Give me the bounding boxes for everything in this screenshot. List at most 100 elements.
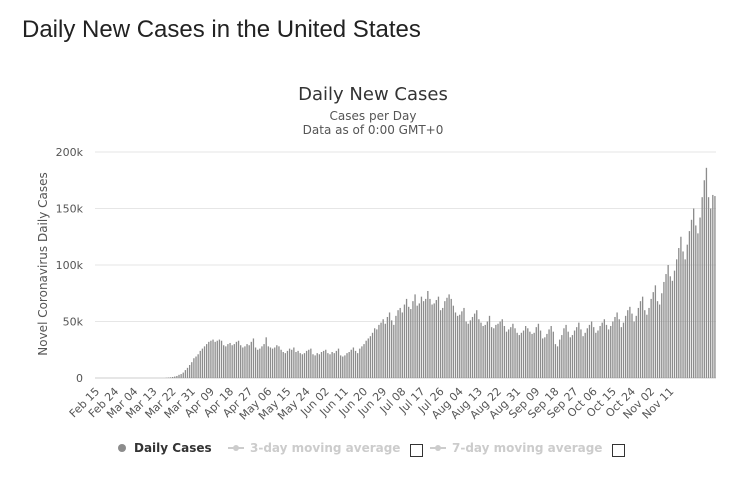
- bar[interactable]: [299, 353, 301, 378]
- bar[interactable]: [395, 315, 397, 378]
- bar[interactable]: [512, 323, 514, 378]
- bar[interactable]: [174, 376, 176, 378]
- bar[interactable]: [295, 352, 297, 378]
- bar[interactable]: [335, 350, 338, 378]
- bar[interactable]: [578, 322, 580, 378]
- bar[interactable]: [590, 321, 593, 379]
- bar[interactable]: [665, 274, 667, 378]
- bar[interactable]: [391, 320, 393, 378]
- bar[interactable]: [576, 327, 578, 378]
- bar[interactable]: [693, 208, 695, 379]
- bar[interactable]: [280, 349, 282, 378]
- bar[interactable]: [382, 319, 384, 378]
- bar[interactable]: [356, 353, 359, 378]
- bar[interactable]: [384, 323, 386, 378]
- bar[interactable]: [567, 331, 569, 378]
- bar[interactable]: [337, 348, 340, 378]
- bar[interactable]: [342, 356, 344, 378]
- bar[interactable]: [616, 312, 618, 378]
- bar[interactable]: [265, 337, 267, 378]
- bar[interactable]: [422, 301, 425, 378]
- bar[interactable]: [461, 311, 463, 378]
- bar[interactable]: [263, 344, 265, 378]
- bar[interactable]: [286, 350, 289, 378]
- bar[interactable]: [710, 208, 712, 379]
- bar[interactable]: [641, 296, 644, 378]
- bar[interactable]: [452, 305, 455, 378]
- bar[interactable]: [454, 312, 457, 378]
- bar[interactable]: [648, 307, 650, 378]
- bar[interactable]: [639, 301, 642, 378]
- bar[interactable]: [531, 333, 533, 378]
- bar[interactable]: [495, 324, 497, 378]
- bar[interactable]: [633, 321, 635, 379]
- bar[interactable]: [471, 316, 474, 378]
- bar[interactable]: [667, 265, 669, 378]
- bar[interactable]: [678, 248, 680, 378]
- bar[interactable]: [329, 354, 331, 378]
- bar[interactable]: [473, 313, 476, 378]
- bar[interactable]: [388, 312, 391, 378]
- bar[interactable]: [199, 350, 201, 378]
- bar[interactable]: [242, 347, 244, 378]
- bar[interactable]: [182, 372, 184, 378]
- bar[interactable]: [405, 298, 408, 378]
- bar[interactable]: [178, 374, 180, 378]
- bar[interactable]: [193, 358, 195, 378]
- bar[interactable]: [629, 306, 631, 378]
- bar[interactable]: [195, 356, 197, 378]
- bar[interactable]: [378, 324, 380, 378]
- bar[interactable]: [401, 312, 403, 378]
- bar[interactable]: [627, 310, 629, 378]
- bar[interactable]: [593, 327, 595, 378]
- bar[interactable]: [697, 233, 699, 378]
- bar[interactable]: [535, 327, 537, 378]
- bar[interactable]: [476, 310, 478, 378]
- bar[interactable]: [439, 310, 442, 378]
- bar[interactable]: [427, 290, 429, 378]
- bar[interactable]: [486, 321, 489, 379]
- bar[interactable]: [676, 259, 678, 378]
- bar[interactable]: [240, 345, 242, 378]
- bar[interactable]: [325, 349, 327, 378]
- bar[interactable]: [548, 329, 550, 378]
- bar[interactable]: [418, 303, 420, 378]
- bar[interactable]: [208, 341, 210, 378]
- bar[interactable]: [624, 315, 627, 378]
- bar[interactable]: [610, 326, 612, 378]
- bar[interactable]: [563, 328, 565, 378]
- bar[interactable]: [284, 353, 286, 378]
- bar[interactable]: [533, 332, 535, 378]
- bar[interactable]: [261, 346, 263, 378]
- bar[interactable]: [344, 355, 346, 378]
- bar[interactable]: [184, 370, 187, 378]
- bar[interactable]: [322, 350, 325, 378]
- bar[interactable]: [318, 354, 321, 378]
- bar[interactable]: [529, 331, 531, 378]
- bar[interactable]: [484, 324, 486, 378]
- bar[interactable]: [510, 327, 512, 378]
- bar[interactable]: [622, 322, 625, 378]
- bar[interactable]: [223, 345, 225, 378]
- bar[interactable]: [561, 335, 563, 378]
- bar[interactable]: [186, 367, 189, 378]
- bar[interactable]: [573, 330, 576, 378]
- bar[interactable]: [552, 331, 554, 378]
- bar[interactable]: [695, 225, 697, 378]
- bar[interactable]: [246, 344, 248, 378]
- bar[interactable]: [554, 344, 557, 378]
- bar[interactable]: [686, 244, 688, 378]
- bar[interactable]: [503, 326, 506, 378]
- bar[interactable]: [412, 301, 414, 378]
- bar[interactable]: [365, 340, 367, 378]
- bar[interactable]: [497, 323, 499, 378]
- bar[interactable]: [386, 316, 389, 378]
- bar[interactable]: [216, 340, 218, 378]
- bar[interactable]: [420, 296, 423, 378]
- bar[interactable]: [712, 194, 714, 378]
- checkbox-7-day-average[interactable]: [612, 444, 625, 457]
- bar[interactable]: [399, 307, 401, 378]
- bar[interactable]: [310, 348, 312, 378]
- bar[interactable]: [331, 352, 333, 378]
- bar[interactable]: [248, 345, 250, 378]
